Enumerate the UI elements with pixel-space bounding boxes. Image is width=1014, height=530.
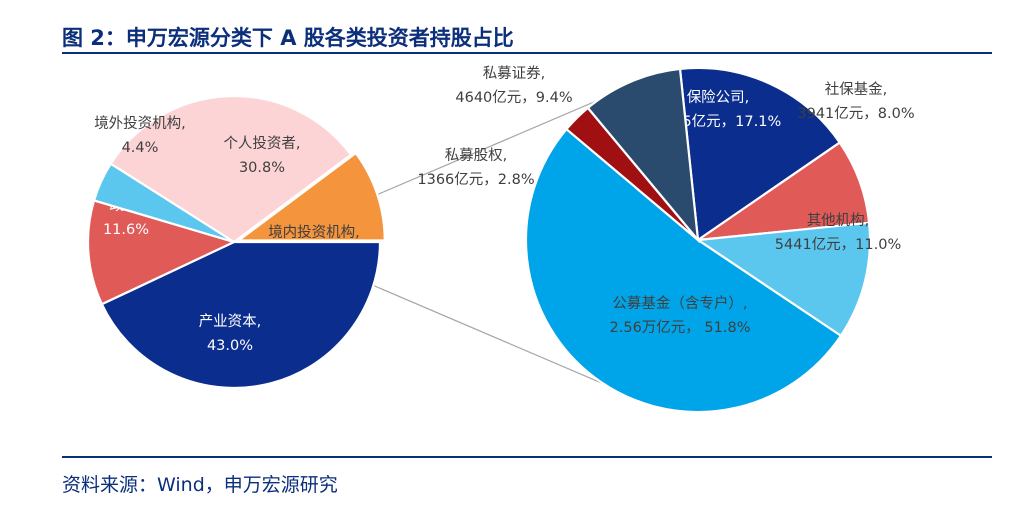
slice-name-label: 境内投资机构,	[268, 223, 360, 241]
slice-name-label: 其他机构,	[807, 212, 870, 229]
slice-value-label: 1366亿元，2.8%	[417, 171, 534, 188]
slice-name-label: 社保基金,	[825, 81, 888, 98]
slice-value-label: 4.4%	[122, 140, 159, 156]
slice-value-label: 11.6%	[103, 222, 149, 238]
pie-slice	[109, 94, 353, 244]
pie-slice	[694, 221, 872, 338]
pie-slice	[86, 199, 238, 306]
slice-value-label: 2.56万亿元， 51.8%	[610, 319, 751, 336]
pie-investor-types: 个人投资者,30.8%境内投资机构,10.2%产业资本,43.0%政府,11.6…	[86, 94, 386, 390]
figure-title: 图 2：申万宏源分类下 A 股各类投资者持股占比	[62, 26, 514, 50]
pie-slice	[100, 240, 382, 390]
pie-slice	[524, 127, 843, 414]
slice-name-label: 公募基金（含专户）,	[612, 295, 747, 312]
pie-charts: 个人投资者,30.8%境内投资机构,10.2%产业资本,43.0%政府,11.6…	[86, 65, 915, 414]
slice-name-label: 产业资本,	[199, 313, 262, 330]
slice-name-label: 私募股权,	[445, 147, 508, 164]
slice-value-label: 5441亿元，11.0%	[775, 236, 901, 253]
connector-line-top	[373, 83, 637, 197]
slice-value-label: 4640亿元，9.4%	[455, 89, 572, 106]
pie-domestic-institutions: 保险公司,8485亿元，17.1%社保基金,3941亿元，8.0%其他机构,54…	[417, 65, 915, 414]
slice-value-label: 3941亿元，8.0%	[797, 105, 914, 122]
slice-name-label: 私募证券,	[483, 65, 546, 82]
pie-slice	[586, 67, 700, 244]
slice-name-label: 境外投资机构,	[94, 114, 186, 132]
footer-rule	[62, 456, 992, 458]
pie-slice	[235, 151, 386, 242]
slice-name-label: 个人投资者,	[223, 135, 300, 152]
pie-slice	[678, 66, 842, 242]
slice-name-label: 保险公司,	[687, 89, 750, 106]
source-note: 资料来源：Wind，申万宏源研究	[62, 474, 338, 496]
slice-value-label: 43.0%	[207, 338, 253, 354]
pie-slice	[92, 162, 235, 244]
title-rule	[62, 52, 992, 54]
slice-value-label: 30.8%	[239, 160, 285, 176]
